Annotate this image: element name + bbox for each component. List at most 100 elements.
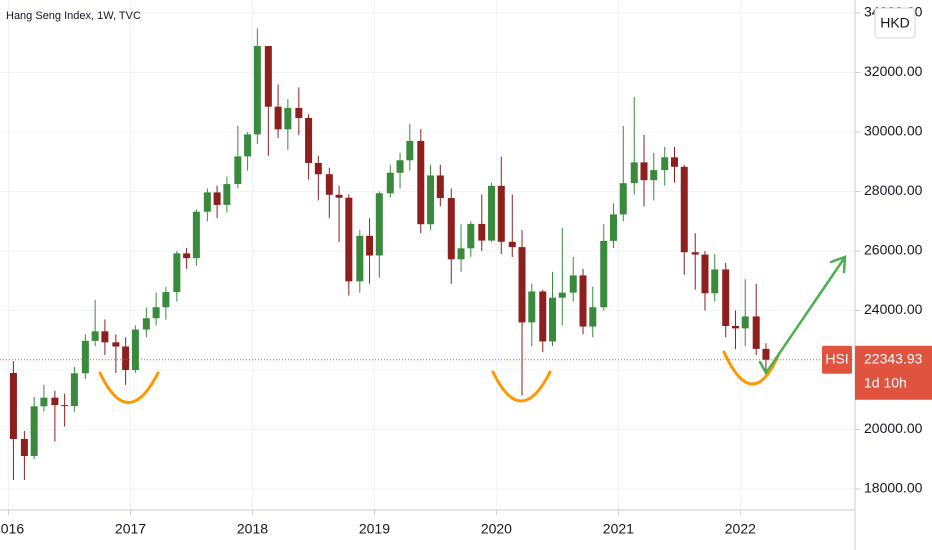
candle-body — [539, 291, 547, 342]
x-tick-label: 2016 — [0, 521, 24, 537]
candle-body — [558, 292, 566, 298]
y-tick-label: 20000.00 — [864, 420, 923, 436]
candle-body — [640, 162, 648, 181]
currency-box — [874, 7, 916, 39]
candle-body — [619, 183, 627, 215]
countdown: 1d 10h — [864, 374, 907, 390]
candle-body — [386, 172, 394, 194]
candle-body — [122, 346, 130, 370]
candles — [9, 28, 770, 481]
candle-body — [345, 197, 353, 282]
currency: HKD — [880, 15, 910, 31]
candle-body — [467, 223, 475, 249]
candle-body — [203, 192, 211, 212]
candle-body — [314, 162, 322, 175]
candle-body — [173, 253, 181, 293]
candle-body — [9, 372, 17, 440]
candle-body — [589, 307, 597, 327]
candle-body — [457, 248, 465, 260]
orange-arc — [722, 350, 780, 386]
candle-body — [335, 194, 343, 198]
candle-body — [131, 329, 139, 370]
x-tick-label: 2017 — [115, 521, 146, 537]
green-arrow — [758, 258, 845, 376]
candle-body — [305, 118, 313, 163]
candle-body — [528, 291, 536, 323]
candle-body — [356, 235, 364, 282]
grid — [0, 0, 855, 510]
candle-body — [101, 331, 109, 343]
candle-body — [508, 241, 516, 248]
candle-body — [234, 156, 242, 185]
chart-title: Hang Seng Index, 1W, TVC — [6, 10, 141, 22]
candle-body — [152, 307, 160, 319]
candle-body — [488, 185, 496, 241]
x-tick-label: 2018 — [237, 521, 268, 537]
candle-body — [40, 397, 48, 407]
candle-body — [691, 252, 699, 255]
symbol: HSI — [825, 350, 848, 366]
y-tick-label: 26000.00 — [864, 242, 923, 258]
x-tick-label: 2021 — [603, 521, 634, 537]
candle-body — [427, 175, 435, 225]
candle-body — [274, 106, 282, 130]
price-value: 22343.93 — [864, 350, 923, 366]
x-tick-label: 2020 — [481, 521, 512, 537]
candle-body — [680, 166, 688, 253]
candle-body — [81, 340, 89, 374]
candle-body — [650, 170, 658, 181]
candle-body — [192, 211, 200, 259]
candle-body — [549, 297, 557, 342]
candle-body — [142, 318, 150, 330]
candle-body — [722, 269, 730, 326]
candle-body — [70, 373, 78, 406]
x-tick-label: 2019 — [359, 521, 390, 537]
orange-arc — [491, 370, 552, 403]
candle-body — [661, 157, 669, 171]
symbol-box — [822, 345, 852, 374]
candle-body — [569, 275, 577, 293]
price-box — [855, 345, 932, 400]
candle-body — [762, 348, 770, 360]
candle-body — [610, 214, 618, 241]
candle-body — [579, 275, 587, 327]
candle-body — [375, 193, 383, 256]
x-tick-label: 2022 — [725, 521, 756, 537]
candle-body — [497, 185, 505, 242]
orange-arc — [98, 371, 160, 404]
candle-body — [30, 406, 38, 456]
candle-body — [417, 140, 425, 225]
y-tick-label: 30000.00 — [864, 123, 923, 139]
candle-body — [600, 240, 608, 308]
candle-body — [741, 316, 749, 329]
candle-body — [20, 439, 28, 456]
y-tick-label: 18000.00 — [864, 480, 923, 496]
candle-body — [253, 46, 261, 135]
y-tick-label: 28000.00 — [864, 182, 923, 198]
y-tick-label: 32000.00 — [864, 63, 923, 79]
candle-body — [447, 198, 455, 260]
arrow-head — [829, 255, 847, 274]
candle-body — [752, 316, 760, 349]
candle-body — [295, 107, 303, 119]
candle-body — [630, 162, 638, 184]
candle-body — [670, 157, 678, 167]
price-label: HSI 22343.93 1d 10h — [0, 345, 932, 400]
candle-body — [711, 269, 719, 294]
candle-body — [213, 192, 221, 205]
candle-body — [183, 253, 191, 259]
candle-body — [244, 134, 252, 157]
candle-body — [91, 331, 99, 341]
candle-body — [366, 235, 374, 256]
candle-body — [478, 223, 486, 241]
candle-body — [701, 254, 709, 294]
candle-body — [223, 184, 231, 205]
candle-body — [51, 397, 59, 406]
candle-body — [518, 247, 526, 323]
candle-body — [436, 175, 444, 199]
candle-body — [112, 342, 120, 347]
candle-body — [731, 325, 739, 329]
candle-body — [162, 292, 170, 308]
